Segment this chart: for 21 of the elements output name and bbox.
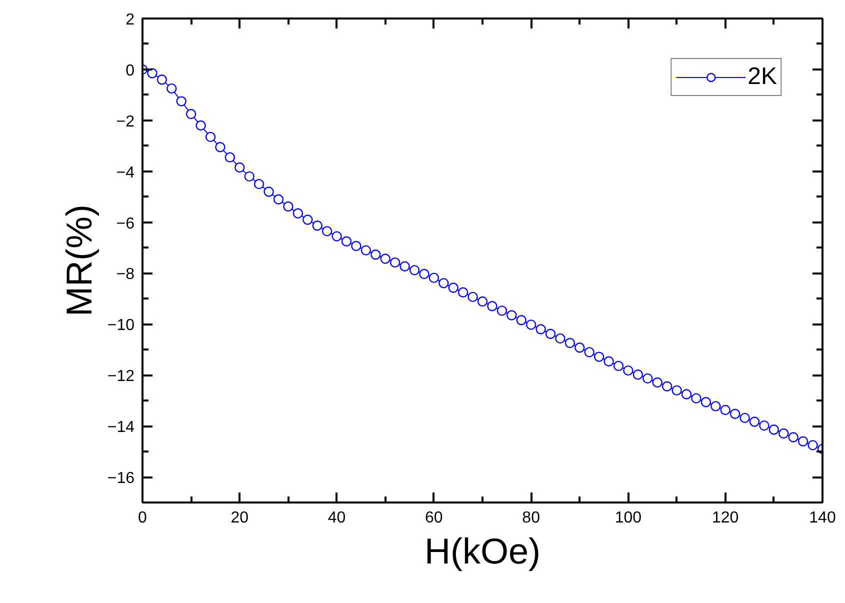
- x-tick-label: 100: [614, 510, 642, 526]
- x-tick-label: 40: [328, 510, 346, 526]
- x-tick-label: 20: [230, 510, 249, 526]
- y-tick-label: −6: [116, 215, 135, 232]
- y-tick-label: −4: [116, 164, 135, 182]
- y-tick-label: −2: [116, 113, 135, 130]
- y-tick-label: −8: [116, 266, 135, 284]
- y-tick-label: −16: [107, 470, 135, 488]
- x-tick-label: 0: [138, 510, 148, 526]
- x-axis-title: H(kOe): [424, 530, 540, 572]
- y-tick-label: −14: [107, 419, 135, 436]
- x-tick-label: 80: [522, 510, 540, 526]
- legend-label: 2K: [748, 63, 777, 91]
- y-tick-label: 0: [126, 62, 135, 80]
- y-tick-label: −12: [107, 368, 135, 386]
- y-tick-label: 2: [126, 12, 135, 28]
- y-axis-title: MR(%): [58, 204, 100, 316]
- y-tick-label: −10: [107, 317, 135, 334]
- x-tick-label: 60: [425, 510, 443, 526]
- x-tick-label: 140: [809, 510, 836, 526]
- x-tick-label: 120: [712, 510, 739, 526]
